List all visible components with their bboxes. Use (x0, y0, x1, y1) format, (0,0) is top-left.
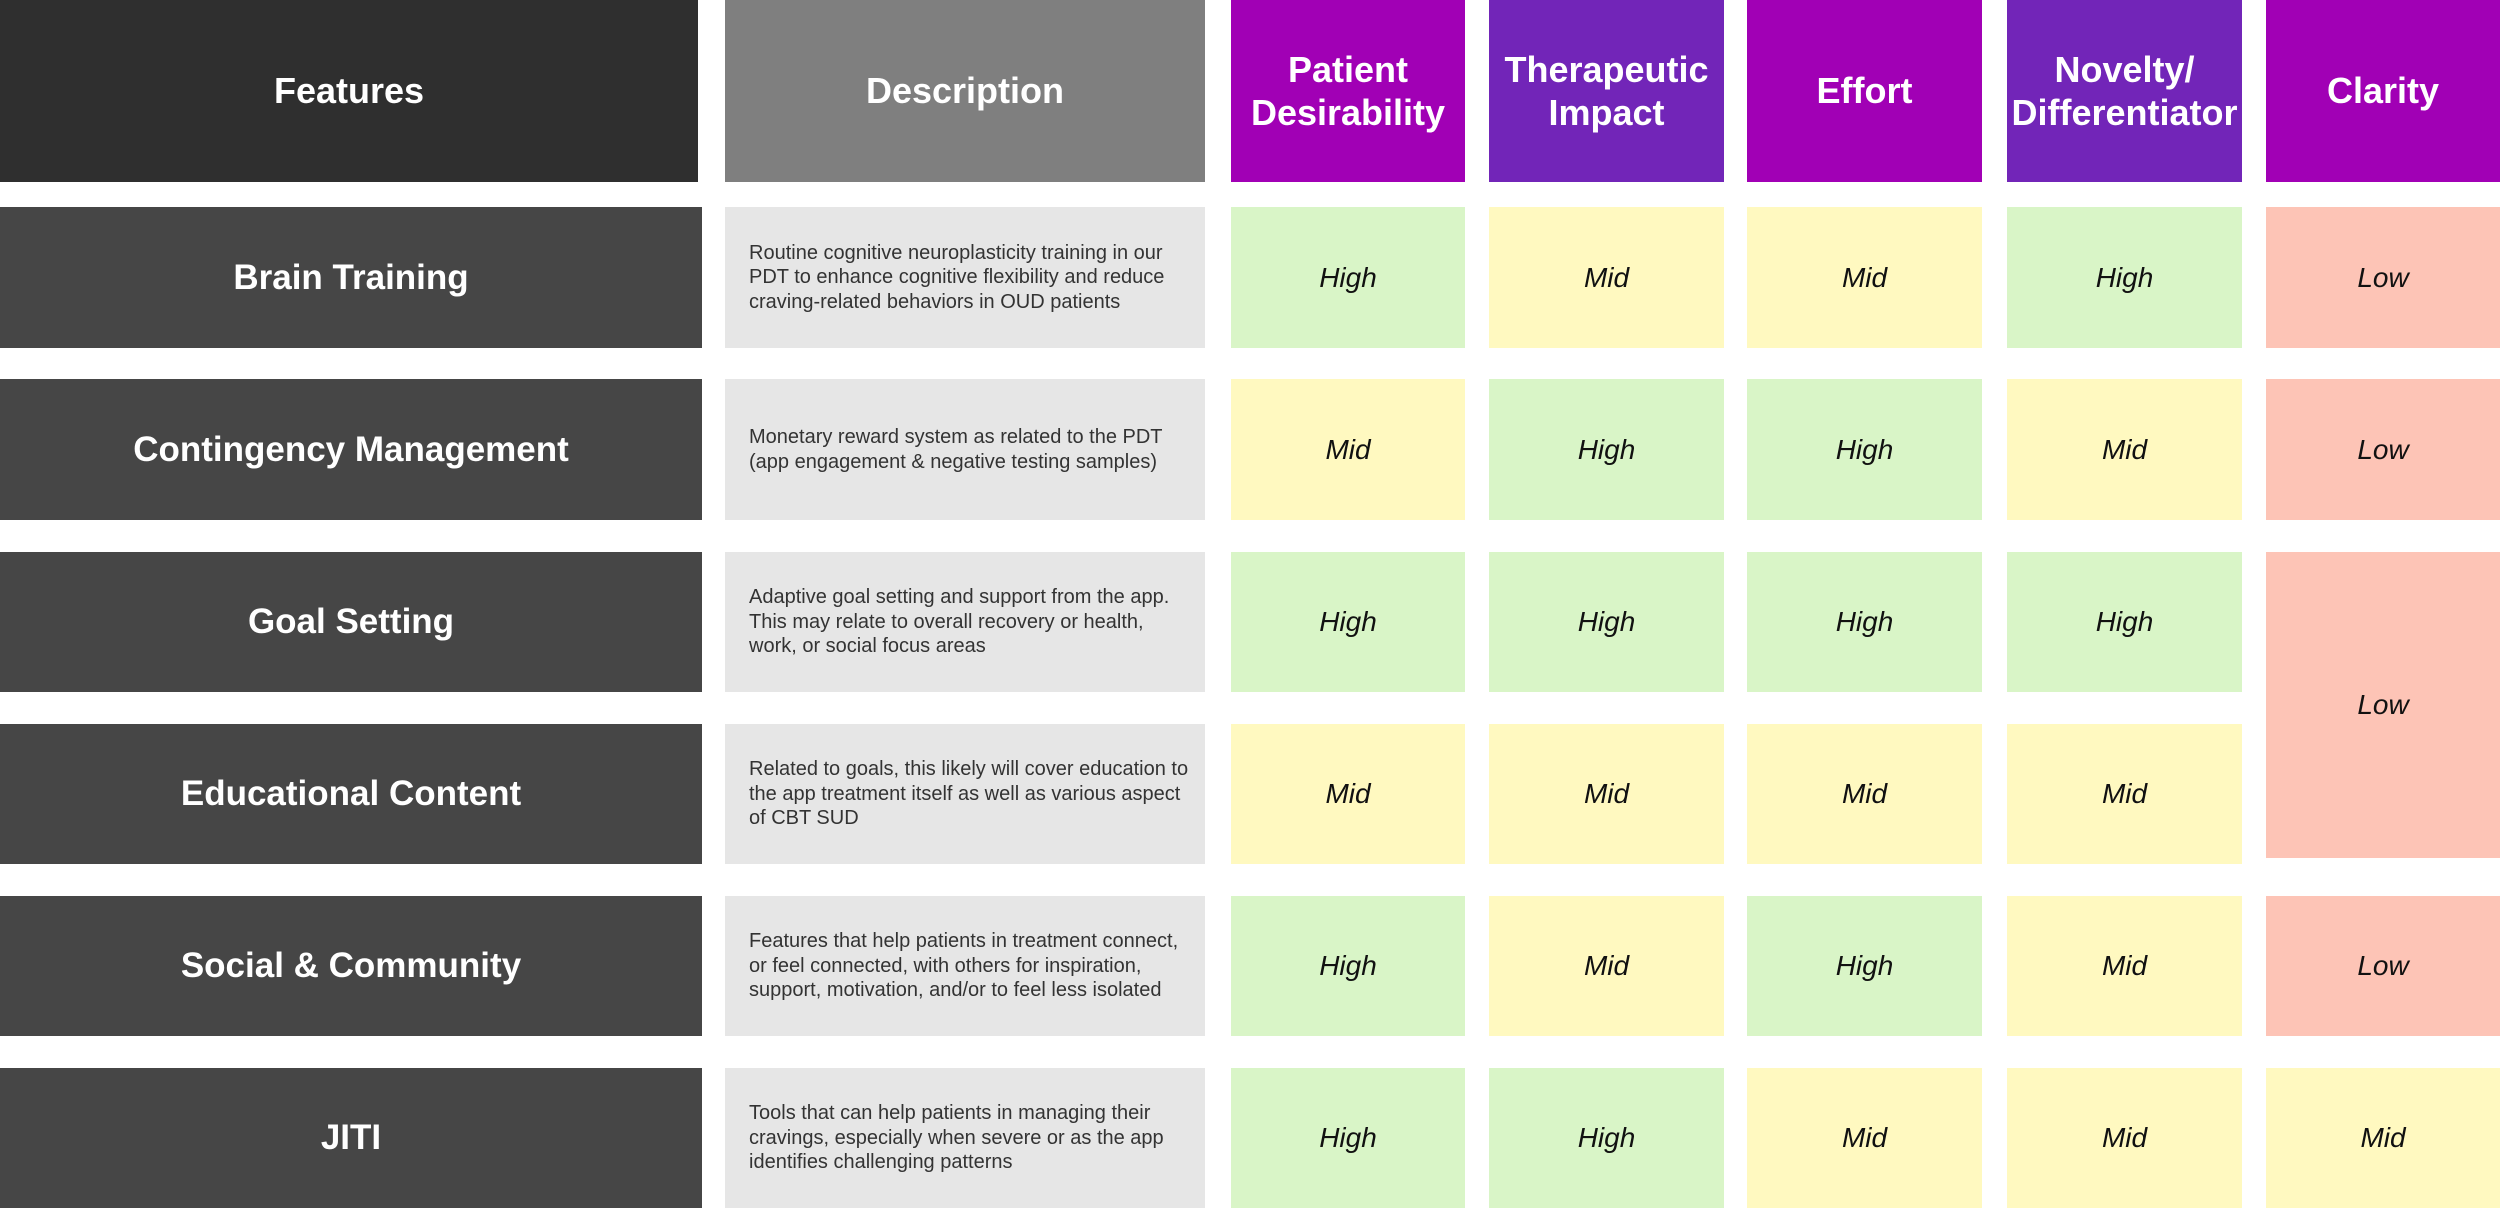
rating-cell: Mid (2007, 379, 2242, 520)
rating-cell: Mid (1489, 207, 1724, 348)
rating-cell: Mid (1489, 896, 1724, 1036)
clarity-cell: Low (2266, 552, 2500, 858)
rating-cell: Mid (1747, 207, 1982, 348)
clarity-cell: Low (2266, 207, 2500, 348)
column-header: Description (725, 0, 1205, 182)
rating-cell: High (1489, 552, 1724, 692)
column-header: Features (0, 0, 698, 182)
column-header: Therapeutic Impact (1489, 0, 1724, 182)
rating-cell: High (1489, 379, 1724, 520)
feature-name: Brain Training (0, 207, 702, 348)
column-header: Effort (1747, 0, 1982, 182)
feature-name: Educational Content (0, 724, 702, 864)
feature-name: JITI (0, 1068, 702, 1208)
feature-description: Adaptive goal setting and support from t… (725, 552, 1205, 692)
rating-cell: High (1489, 1068, 1724, 1208)
rating-cell: Mid (1747, 1068, 1982, 1208)
rating-cell: Mid (2007, 724, 2242, 864)
feature-name: Social & Community (0, 896, 702, 1036)
rating-cell: Mid (2007, 1068, 2242, 1208)
feature-name: Goal Setting (0, 552, 702, 692)
column-header: Clarity (2266, 0, 2500, 182)
feature-description: Features that help patients in treatment… (725, 896, 1205, 1036)
clarity-cell: Low (2266, 379, 2500, 520)
rating-cell: High (1747, 552, 1982, 692)
rating-cell: Mid (1231, 379, 1465, 520)
clarity-cell: Low (2266, 896, 2500, 1036)
feature-description: Tools that can help patients in managing… (725, 1068, 1205, 1208)
rating-cell: High (1231, 552, 1465, 692)
feature-description: Monetary reward system as related to the… (725, 379, 1205, 520)
rating-cell: Mid (1231, 724, 1465, 864)
rating-cell: High (1231, 207, 1465, 348)
feature-description: Related to goals, this likely will cover… (725, 724, 1205, 864)
rating-cell: Mid (2007, 896, 2242, 1036)
feature-description: Routine cognitive neuroplasticity traini… (725, 207, 1205, 348)
clarity-cell: Mid (2266, 1068, 2500, 1208)
feature-name: Contingency Management (0, 379, 702, 520)
column-header: Novelty/ Differentiator (2007, 0, 2242, 182)
column-header: Patient Desirability (1231, 0, 1465, 182)
rating-cell: High (1747, 379, 1982, 520)
rating-cell: Mid (1747, 724, 1982, 864)
rating-cell: High (1231, 896, 1465, 1036)
rating-cell: High (1747, 896, 1982, 1036)
rating-cell: High (1231, 1068, 1465, 1208)
rating-cell: High (2007, 552, 2242, 692)
rating-cell: High (2007, 207, 2242, 348)
rating-cell: Mid (1489, 724, 1724, 864)
